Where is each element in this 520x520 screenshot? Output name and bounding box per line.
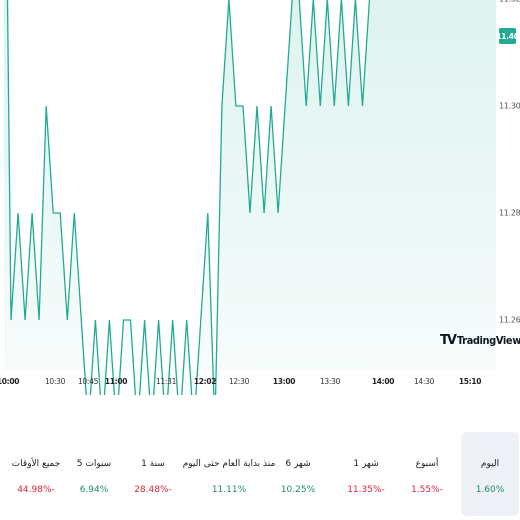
period-tab[interactable]: أسبوع 1.55%-: [398, 432, 456, 516]
period-tab[interactable]: اليوم 1.60%: [461, 432, 519, 516]
x-tick-label: 10:30: [44, 377, 66, 386]
period-change-value: 44.98%-: [17, 485, 55, 495]
y-tick-label: 11.28: [499, 208, 520, 218]
period-label: 5 سنوات: [76, 459, 112, 469]
x-tick-label: 13:00: [272, 377, 296, 386]
period-label: منذ بداية العام حتى اليوم: [182, 459, 276, 469]
period-change-value: 11.35%-: [347, 485, 385, 495]
x-tick-label: 13:30: [319, 377, 341, 386]
tradingview-logo-text: TradingView: [456, 334, 520, 347]
y-tick-label: 11.26: [499, 315, 520, 325]
period-change-value: 6.94%: [79, 485, 109, 495]
period-tab[interactable]: جميع الأوقات 44.98%-: [7, 432, 65, 516]
x-tick-label: 10:45: [77, 377, 99, 386]
x-tick-label: 11:31: [155, 377, 177, 386]
period-change-value: 1.60%: [475, 485, 505, 495]
period-performance-tabs: جميع الأوقات 44.98%- 5 سنوات 6.94% 1 سنة 28.4…: [0, 430, 520, 520]
x-tick-label: 14:30: [413, 377, 435, 386]
x-tick-label: 10:00: [0, 377, 20, 386]
period-label: جميع الأوقات: [11, 459, 61, 469]
period-change-value: 28.48%-: [134, 485, 172, 495]
period-label: 1 شهر: [353, 459, 379, 469]
period-change-value: 10.25%: [280, 485, 316, 495]
x-tick-label: 15:10: [458, 377, 482, 386]
period-tab[interactable]: 5 سنوات 6.94%: [65, 432, 123, 516]
period-label: 6 شهر: [285, 459, 311, 469]
period-tab[interactable]: 6 شهر 10.25%: [269, 432, 327, 516]
last-price-badge: 11.40: [496, 28, 519, 44]
price-chart[interactable]: 11.40 11.3811.3611.3411.3211.3011.2811.2…: [0, 0, 520, 395]
x-tick-label: 14:00: [371, 377, 395, 386]
tradingview-logo[interactable]: TV TradingView: [440, 333, 520, 348]
x-tick-label: 12:30: [228, 377, 250, 386]
y-tick-label: 11.30: [499, 101, 520, 111]
period-label: اليوم: [480, 459, 500, 469]
period-tab[interactable]: 1 سنة 28.48%-: [124, 432, 182, 516]
period-label: 1 سنة: [141, 459, 165, 469]
x-tick-label: 12:02: [193, 377, 217, 386]
period-label: أسبوع: [415, 459, 439, 469]
x-tick-label: 11:00: [104, 377, 128, 386]
price-area-fill: [4, 0, 496, 395]
period-tab[interactable]: منذ بداية العام حتى اليوم 11.11%: [183, 432, 276, 516]
tradingview-logo-icon: TV: [440, 333, 457, 348]
price-line: [6, 0, 371, 395]
period-change-value: 11.11%: [211, 485, 247, 495]
period-change-value: 1.55%-: [411, 485, 443, 495]
period-tab[interactable]: 1 شهر 11.35%-: [337, 432, 395, 516]
y-tick-label: 11.32: [499, 0, 520, 4]
price-chart-svg[interactable]: [0, 0, 520, 395]
